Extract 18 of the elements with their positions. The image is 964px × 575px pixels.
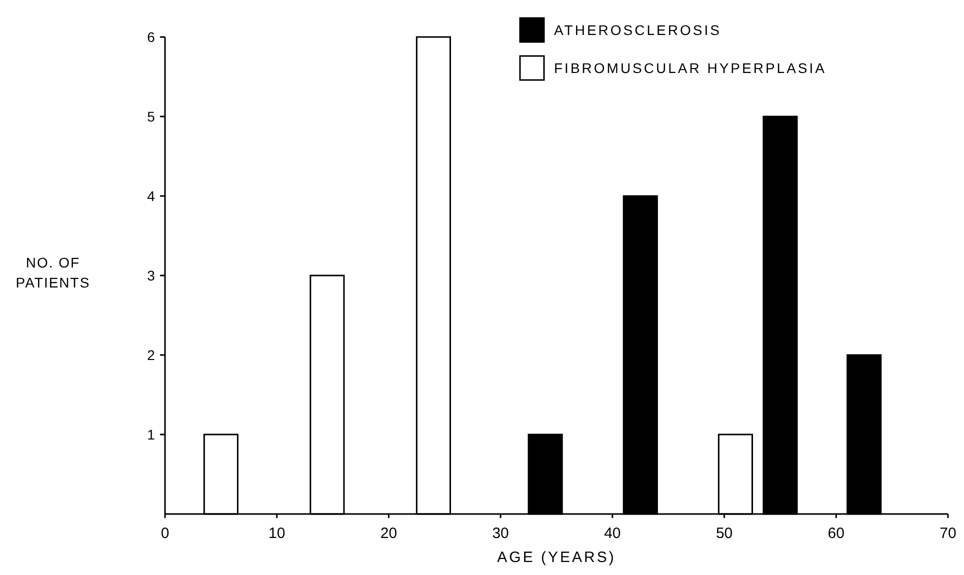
x-tick-label: 60: [828, 525, 844, 542]
x-tick-label: 20: [380, 525, 398, 542]
y-tick-label: 6: [147, 28, 156, 45]
legend-label: FIBROMUSCULAR HYPERPLASIA: [554, 60, 826, 76]
x-tick-label: 70: [940, 525, 956, 542]
x-tick-label: 50: [716, 525, 733, 542]
y-tick-label: 5: [147, 108, 156, 124]
x-tick-label: 10: [268, 525, 286, 542]
x-tick-label: 40: [604, 525, 621, 542]
y-axis-title: NO. OF PATIENTS: [16, 254, 90, 290]
y-tick-label: 4: [147, 188, 156, 204]
x-tick-label: 30: [492, 525, 509, 542]
x-tick-label: 0: [160, 525, 170, 542]
y-tick-label: 3: [147, 267, 156, 284]
x-axis-title: AGE (YEARS): [497, 549, 616, 566]
legend-label: ATHEROSCLEROSIS: [554, 22, 722, 38]
y-tick-label: 1: [147, 426, 156, 442]
y-tick-label: 2: [147, 346, 156, 363]
